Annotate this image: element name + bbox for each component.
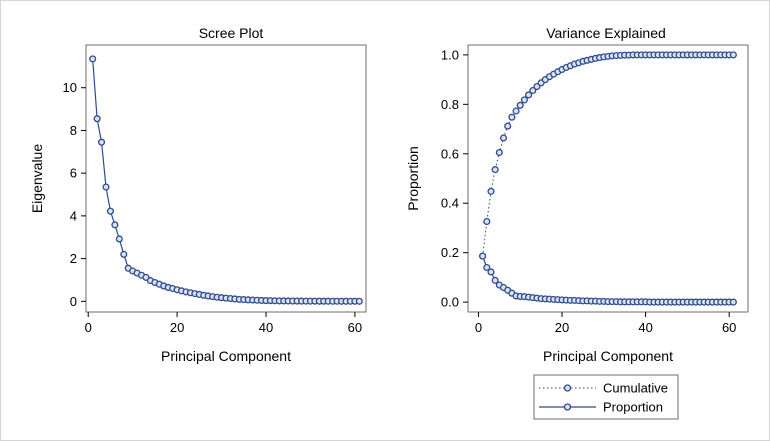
variance-y-tick-label: 0.8 <box>441 97 459 112</box>
variance-plot-title: Variance Explained <box>546 25 666 41</box>
variance-cumulative-point <box>491 166 499 174</box>
scree-y-axis: 0 2 4 6 8 10 <box>63 80 86 309</box>
scree-eigenvalue-point <box>98 138 106 146</box>
legend-cumulative-label: Cumulative <box>603 381 668 396</box>
scree-y-tick-label: 4 <box>70 208 77 223</box>
variance-x-tick-label: 60 <box>722 320 736 335</box>
scree-y-tick-label: 2 <box>70 251 77 266</box>
scree-eigenvalue-point <box>111 221 119 229</box>
variance-proportion-point <box>479 252 487 260</box>
scree-x-axis: 0 20 40 60 <box>85 312 362 335</box>
scree-x-tick-label: 20 <box>170 320 184 335</box>
variance-y-tick-label: 0.6 <box>441 146 459 161</box>
scree-y-tick-label: 0 <box>70 294 77 309</box>
legend-proportion-label: Proportion <box>603 400 663 415</box>
scree-eigenvalue-point <box>355 297 363 305</box>
scree-y-tick-label: 8 <box>70 123 77 138</box>
variance-y-tick-label: 0.0 <box>441 295 459 310</box>
scree-eigenvalue-point <box>89 55 97 63</box>
legend-proportion-marker <box>563 403 572 411</box>
scree-plot: Scree Plot 0 20 40 60 0 2 4 6 8 10 Principal Com… <box>29 25 367 364</box>
scree-x-tick-label: 60 <box>348 320 362 335</box>
variance-y-tick-label: 0.2 <box>441 245 459 260</box>
variance-cumulative-point <box>512 107 520 115</box>
scree-eigenvalue-point <box>102 183 110 191</box>
variance-y-axis: 0.0 0.2 0.4 0.6 0.8 1.0 <box>441 47 468 310</box>
variance-cumulative-point <box>516 101 524 109</box>
variance-cumulative-point <box>508 113 516 121</box>
legend-box <box>533 374 679 420</box>
scree-x-tick-label: 40 <box>259 320 273 335</box>
variance-cumulative-point <box>504 122 512 130</box>
variance-x-tick-label: 20 <box>555 320 569 335</box>
variance-proportion-point <box>483 263 491 272</box>
variance-plot-area <box>467 44 749 313</box>
variance-legend: Cumulative Proportion <box>533 374 679 420</box>
scree-y-axis-label: Eigenvalue <box>29 144 45 213</box>
variance-cumulative-point <box>499 134 508 142</box>
scree-plot-title: Scree Plot <box>199 25 264 41</box>
variance-x-axis-label: Principal Component <box>543 348 673 364</box>
variance-y-tick-label: 1.0 <box>441 47 459 62</box>
variance-y-axis-label: Proportion <box>405 146 421 211</box>
variance-x-tick-label: 40 <box>638 320 652 335</box>
variance-cumulative-point <box>529 86 537 95</box>
scree-eigenvalue-point <box>106 207 114 215</box>
legend-cumulative-marker <box>563 384 572 392</box>
variance-cumulative-point <box>525 91 533 99</box>
scree-eigenvalue-point <box>120 250 128 258</box>
variance-series-markers <box>479 51 737 306</box>
variance-cumulative-point <box>495 148 503 157</box>
variance-cumulative-point <box>487 187 495 195</box>
variance-proportion-point <box>729 298 737 306</box>
variance-cumulative-point <box>520 96 528 104</box>
variance-x-tick-label: 0 <box>475 320 482 335</box>
variance-cumulative-point <box>729 51 737 59</box>
variance-cumulative-point <box>483 217 491 226</box>
scree-x-tick-label: 0 <box>85 320 92 335</box>
variance-proportion-point <box>491 276 499 284</box>
variance-x-axis: 0 20 40 60 <box>475 312 736 335</box>
scree-y-tick-label: 10 <box>63 80 77 95</box>
scree-series-markers <box>89 55 363 305</box>
variance-proportion-point <box>487 268 495 276</box>
variance-y-tick-label: 0.4 <box>441 196 459 211</box>
scree-eigenvalue-point <box>93 115 101 123</box>
scree-plot-area <box>85 44 367 313</box>
variance-explained-plot: Variance Explained 0 20 40 60 0.00.20.40.60… <box>405 25 749 420</box>
scree-eigenvalue-point <box>115 235 123 243</box>
scree-x-axis-label: Principal Component <box>161 348 291 364</box>
scree-y-tick-label: 6 <box>70 166 77 181</box>
